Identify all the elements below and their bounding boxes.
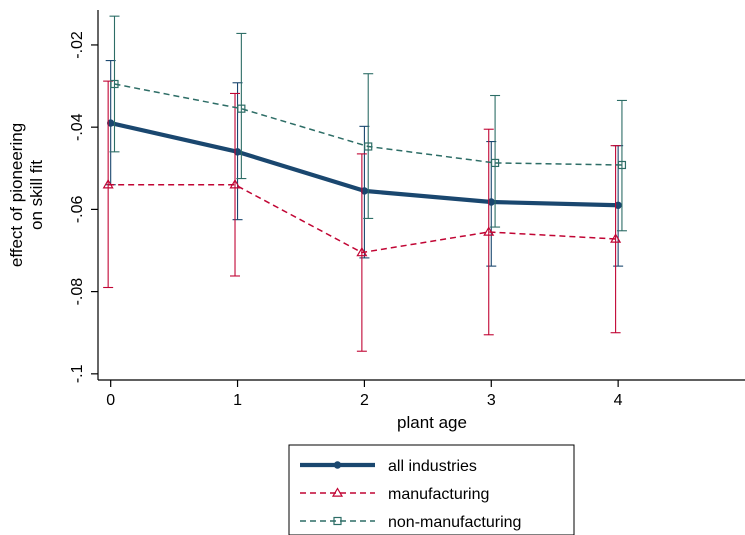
data-point (490, 158, 500, 168)
legend-marker (333, 516, 342, 526)
legend-entry: manufacturing (300, 486, 489, 503)
data-point (102, 179, 114, 189)
series-manufacturing (102, 80, 622, 352)
x-tick-label: 3 (487, 392, 496, 409)
data-point (617, 160, 627, 170)
data-point (106, 119, 115, 127)
legend-marker (331, 487, 344, 497)
y-axis-label-line-2: on skill fit (27, 160, 46, 230)
y-tick-label: -.08 (69, 278, 86, 306)
series-all-industries (105, 60, 624, 267)
legend-entries: all industries manufacturing non-manufactu… (300, 458, 521, 531)
data-point (229, 179, 241, 189)
y-tick-label: -.04 (69, 113, 86, 141)
y-axis-ticks: -.02 -.04 -.06 -.08 -.1 (69, 31, 98, 383)
y-axis-label-line-1: effect of pioneering (7, 123, 26, 267)
y-tick-label: -.1 (69, 364, 86, 383)
data-point (364, 142, 373, 151)
legend-entry: non-manufacturing (300, 514, 521, 531)
legend-label: non-manufacturing (388, 514, 521, 531)
data-point (614, 201, 622, 209)
plot-area (102, 15, 627, 352)
legend-label: all industries (388, 458, 477, 475)
x-tick-label: 1 (233, 392, 242, 409)
y-axis-label: effect of pioneering on skill fit (7, 123, 46, 267)
x-axis-label: plant age (397, 413, 467, 432)
y-tick-label: -.06 (69, 196, 86, 224)
series-non-manufacturing (109, 15, 627, 232)
data-point (610, 233, 622, 243)
legend-label: manufacturing (388, 486, 489, 503)
data-point (233, 148, 242, 156)
legend: all industries manufacturing non-manufactu… (288, 444, 575, 535)
x-tick-label: 2 (360, 392, 369, 409)
legend-entry: all industries (300, 458, 477, 475)
data-point (487, 198, 495, 206)
x-tick-label: 4 (614, 392, 623, 409)
data-point (483, 226, 495, 236)
data-point (110, 79, 119, 89)
data-point (237, 104, 246, 113)
data-point (356, 246, 368, 257)
x-tick-label: 0 (106, 392, 115, 409)
data-point (360, 187, 369, 195)
x-axis-ticks: 0 1 2 3 4 (106, 380, 623, 409)
series-line (114, 83, 622, 166)
series-line (108, 183, 616, 254)
legend-marker (333, 461, 342, 469)
y-tick-label: -.02 (69, 31, 86, 59)
